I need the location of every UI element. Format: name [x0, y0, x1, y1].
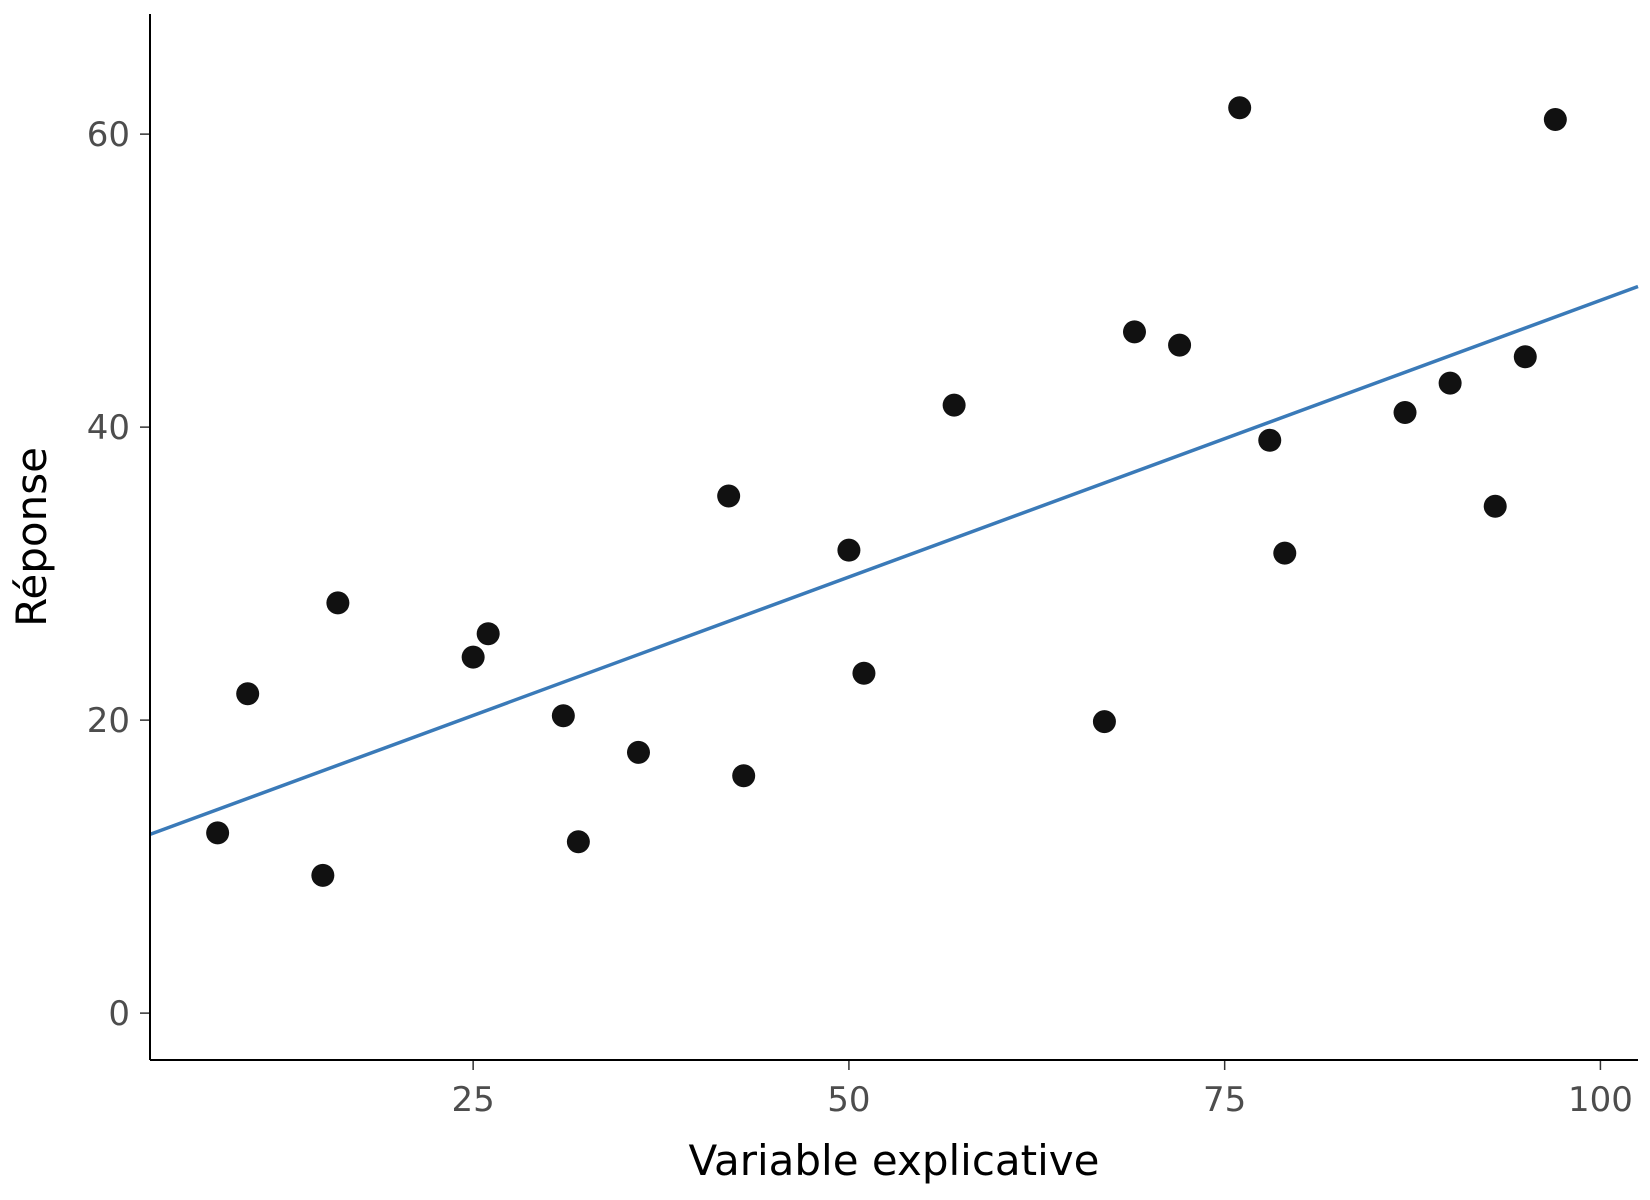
y-axis-title: Réponse	[7, 447, 56, 627]
x-tick-label: 75	[1203, 1080, 1246, 1120]
x-axis-title: Variable explicative	[688, 1136, 1099, 1185]
trend-line-layer	[149, 284, 1639, 837]
data-point	[236, 682, 260, 706]
data-point	[942, 393, 966, 417]
data-point	[717, 484, 741, 508]
data-point	[732, 764, 756, 788]
points-layer	[206, 96, 1567, 887]
ticks-layer: 0 20 40 60 25 50 75 100	[87, 115, 1633, 1120]
y-tick-label: 60	[87, 115, 130, 155]
data-point	[1438, 371, 1462, 395]
data-point	[837, 538, 861, 562]
y-tick-label: 0	[108, 994, 130, 1034]
data-point	[476, 622, 500, 646]
data-point	[1258, 428, 1282, 452]
data-point	[1513, 345, 1537, 369]
data-point	[326, 591, 350, 615]
data-point	[852, 661, 876, 685]
x-tick-label: 25	[452, 1080, 495, 1120]
data-point	[626, 740, 650, 764]
data-point	[311, 863, 335, 887]
data-point	[206, 821, 230, 845]
data-point	[1543, 107, 1567, 131]
data-point	[1393, 400, 1417, 424]
data-point	[1483, 494, 1507, 518]
data-point	[1228, 96, 1252, 120]
data-point	[1273, 541, 1297, 565]
data-point	[1092, 710, 1116, 734]
data-point	[1122, 320, 1146, 344]
y-tick-label: 40	[87, 408, 130, 448]
data-point	[551, 704, 575, 728]
x-tick-label: 50	[827, 1080, 870, 1120]
y-tick-label: 20	[87, 701, 130, 741]
data-point	[566, 830, 590, 854]
trend-line	[149, 284, 1639, 837]
data-point	[461, 645, 485, 669]
x-tick-label: 100	[1568, 1080, 1633, 1120]
data-point	[1168, 333, 1192, 357]
